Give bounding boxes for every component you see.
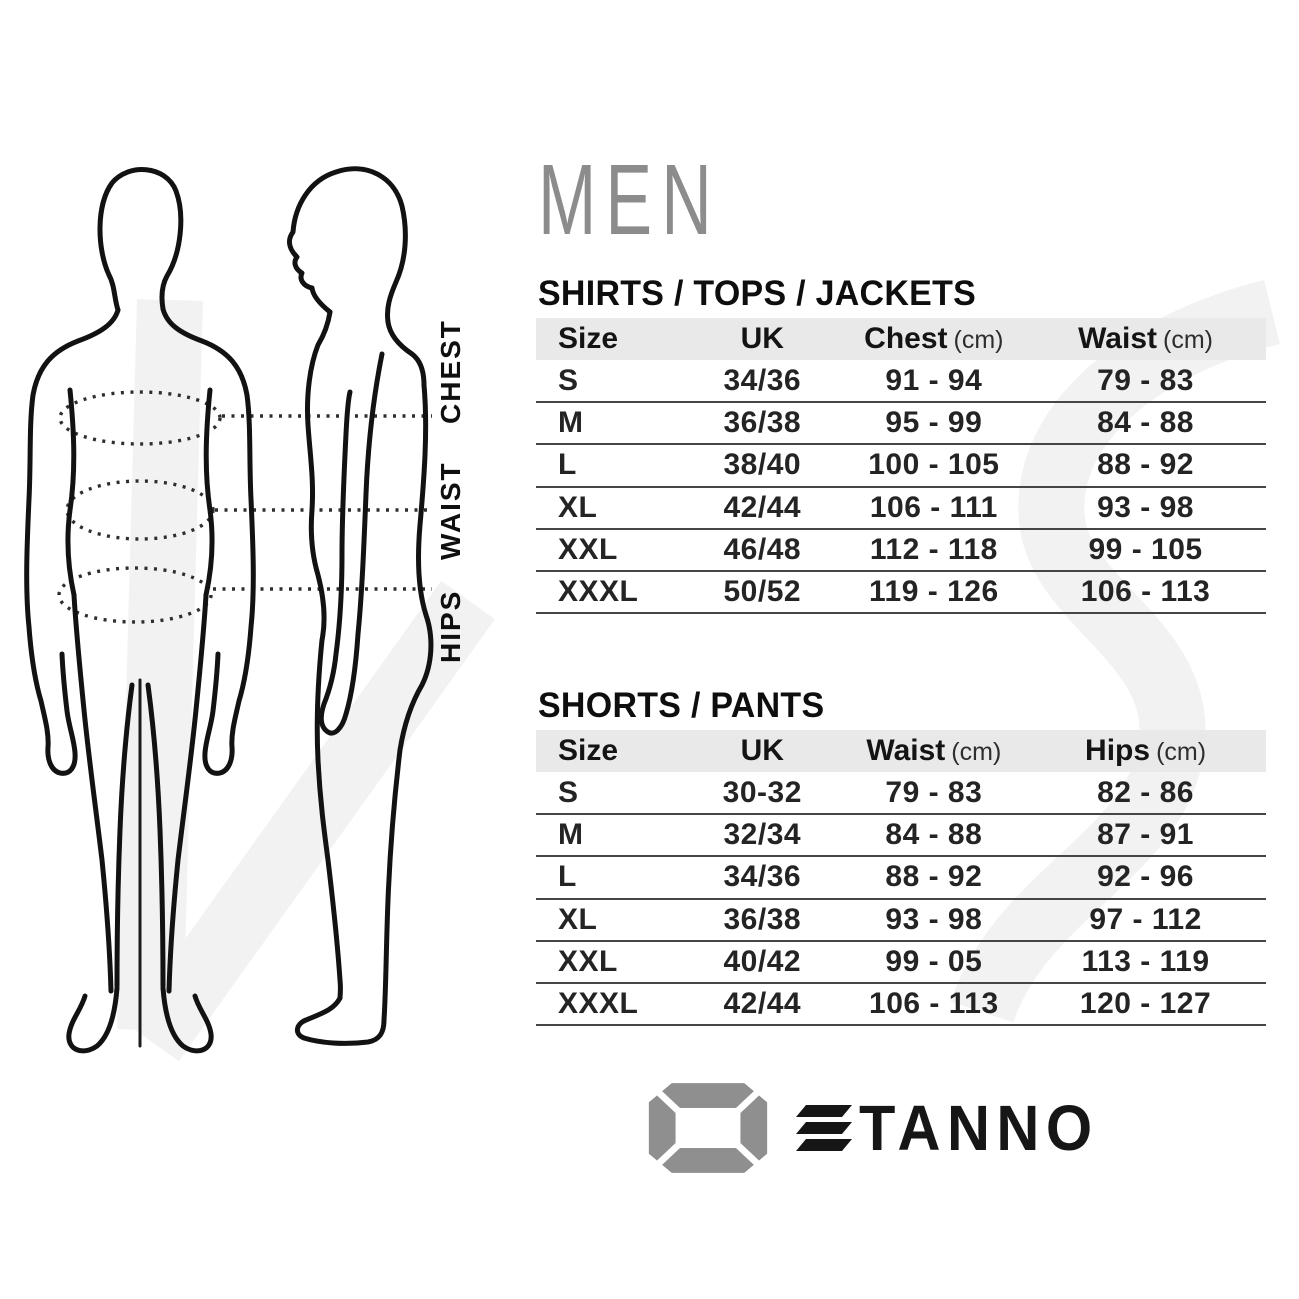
value-cell: 36/38	[723, 902, 802, 936]
size-cell: XXXL	[558, 987, 639, 1021]
value-cell: 99 - 105	[1088, 532, 1203, 566]
size-cell: XXL	[558, 944, 618, 978]
shorts-section-heading: SHORTS / PANTS	[538, 686, 825, 725]
stanno-gem-icon	[647, 1081, 769, 1175]
value-cell: 99 - 05	[885, 944, 983, 978]
shirts-size-table: Size UK Chest (cm) Waist (cm) S 34/36 91 - 94 79…	[536, 318, 1266, 614]
column-header-uk: UK	[740, 322, 784, 355]
value-cell: 120 - 127	[1079, 987, 1212, 1021]
size-cell: S	[558, 775, 579, 809]
size-cell: XL	[558, 902, 598, 936]
chest-label: CHEST	[435, 319, 466, 425]
page-title: MEN	[538, 144, 721, 256]
size-cell: XL	[558, 490, 598, 524]
table-row: M 32/34 84 - 88 87 - 91	[536, 814, 1266, 857]
table-header-row: Size UK Chest (cm) Waist (cm)	[536, 318, 1266, 360]
value-cell: 87 - 91	[1097, 818, 1194, 852]
size-cell: M	[558, 818, 584, 852]
brand-logo: TANNO	[646, 1080, 1117, 1176]
table-row: XXL 40/42 99 - 05 113 - 119	[536, 941, 1266, 983]
column-header-size: Size	[558, 322, 619, 355]
hips-girth-ellipse	[57, 566, 213, 624]
chest-girth-ellipse	[58, 390, 222, 446]
front-figure	[24, 167, 256, 1054]
body-measurement-figure	[24, 166, 434, 1054]
table-row: XXXL 42/44 106 - 113 120 - 127	[536, 983, 1266, 1026]
value-cell: 32/34	[723, 818, 802, 852]
table-row: XXXL 50/52 119 - 126 106 - 113	[536, 571, 1266, 614]
value-cell: 92 - 96	[1097, 860, 1194, 894]
table-row: S 34/36 91 - 94 79 - 83	[536, 360, 1266, 403]
size-cell: XXXL	[558, 575, 639, 609]
column-header-waist: Waist (cm)	[1078, 322, 1213, 355]
size-cell: XXL	[558, 532, 618, 566]
side-figure	[287, 166, 434, 1046]
table-header-row: Size UK Waist (cm) Hips (cm)	[536, 730, 1266, 772]
table-row: L 38/40 100 - 105 88 - 92	[536, 444, 1266, 487]
brand-wordmark: TANNO	[796, 1096, 1117, 1160]
value-cell: 38/40	[723, 448, 802, 482]
table-row: XXL 46/48 112 - 118 99 - 105	[536, 529, 1266, 571]
column-header-waist: Waist (cm)	[866, 734, 1002, 767]
value-cell: 30-32	[722, 775, 802, 809]
value-cell: 113 - 119	[1081, 944, 1210, 978]
value-cell: 34/36	[723, 860, 802, 894]
shorts-size-table: Size UK Waist (cm) Hips (cm) S 30-32 79 - 83 82 …	[536, 730, 1266, 1026]
value-cell: 40/42	[723, 944, 802, 978]
table-row: L 34/36 88 - 92 92 - 96	[536, 856, 1266, 899]
value-cell: 91 - 94	[885, 363, 983, 397]
column-header-chest: Chest (cm)	[864, 322, 1004, 355]
size-cell: L	[558, 448, 577, 482]
value-cell: 100 - 105	[868, 448, 1000, 482]
value-cell: 36/38	[723, 406, 802, 440]
value-cell: 88 - 92	[885, 860, 983, 894]
table-row: M 36/38 95 - 99 84 - 88	[536, 402, 1266, 445]
table-row: S 30-32 79 - 83 82 - 86	[536, 772, 1266, 815]
hips-label: HIPS	[435, 589, 466, 663]
value-cell: 42/44	[723, 987, 802, 1021]
value-cell: 84 - 88	[885, 818, 983, 852]
value-cell: 82 - 86	[1097, 775, 1194, 809]
value-cell: 79 - 83	[885, 775, 983, 809]
value-cell: 97 - 112	[1089, 902, 1202, 936]
value-cell: 34/36	[723, 363, 802, 397]
value-cell: 93 - 98	[1097, 490, 1194, 524]
shirts-section-heading: SHIRTS / TOPS / JACKETS	[538, 274, 977, 313]
waist-girth-ellipse	[65, 479, 215, 541]
value-cell: 42/44	[723, 490, 802, 524]
value-cell: 106 - 113	[1080, 575, 1211, 609]
brand-wordmark-rest: TANNO	[859, 1092, 1099, 1164]
value-cell: 112 - 118	[869, 532, 998, 566]
size-cell: S	[558, 363, 579, 397]
size-cell: L	[558, 860, 577, 894]
table-row: XL 42/44 106 - 111 93 - 98	[536, 487, 1266, 529]
value-cell: 95 - 99	[885, 406, 983, 440]
column-header-uk: UK	[740, 734, 784, 767]
value-cell: 84 - 88	[1097, 406, 1194, 440]
value-cell: 50/52	[723, 575, 802, 609]
value-cell: 79 - 83	[1097, 363, 1194, 397]
size-cell: M	[558, 406, 584, 440]
column-header-size: Size	[558, 734, 619, 767]
value-cell: 88 - 92	[1097, 448, 1194, 482]
table-row: XL 36/38 93 - 98 97 - 112	[536, 899, 1266, 941]
value-cell: 106 - 111	[869, 490, 998, 524]
value-cell: 106 - 113	[869, 987, 999, 1021]
value-cell: 93 - 98	[885, 902, 983, 936]
value-cell: 46/48	[723, 532, 802, 566]
waist-label: WAIST	[435, 461, 466, 561]
value-cell: 119 - 126	[869, 575, 999, 609]
stanno-s-glyph-icon	[796, 1105, 852, 1151]
column-header-hips: Hips (cm)	[1085, 734, 1207, 767]
